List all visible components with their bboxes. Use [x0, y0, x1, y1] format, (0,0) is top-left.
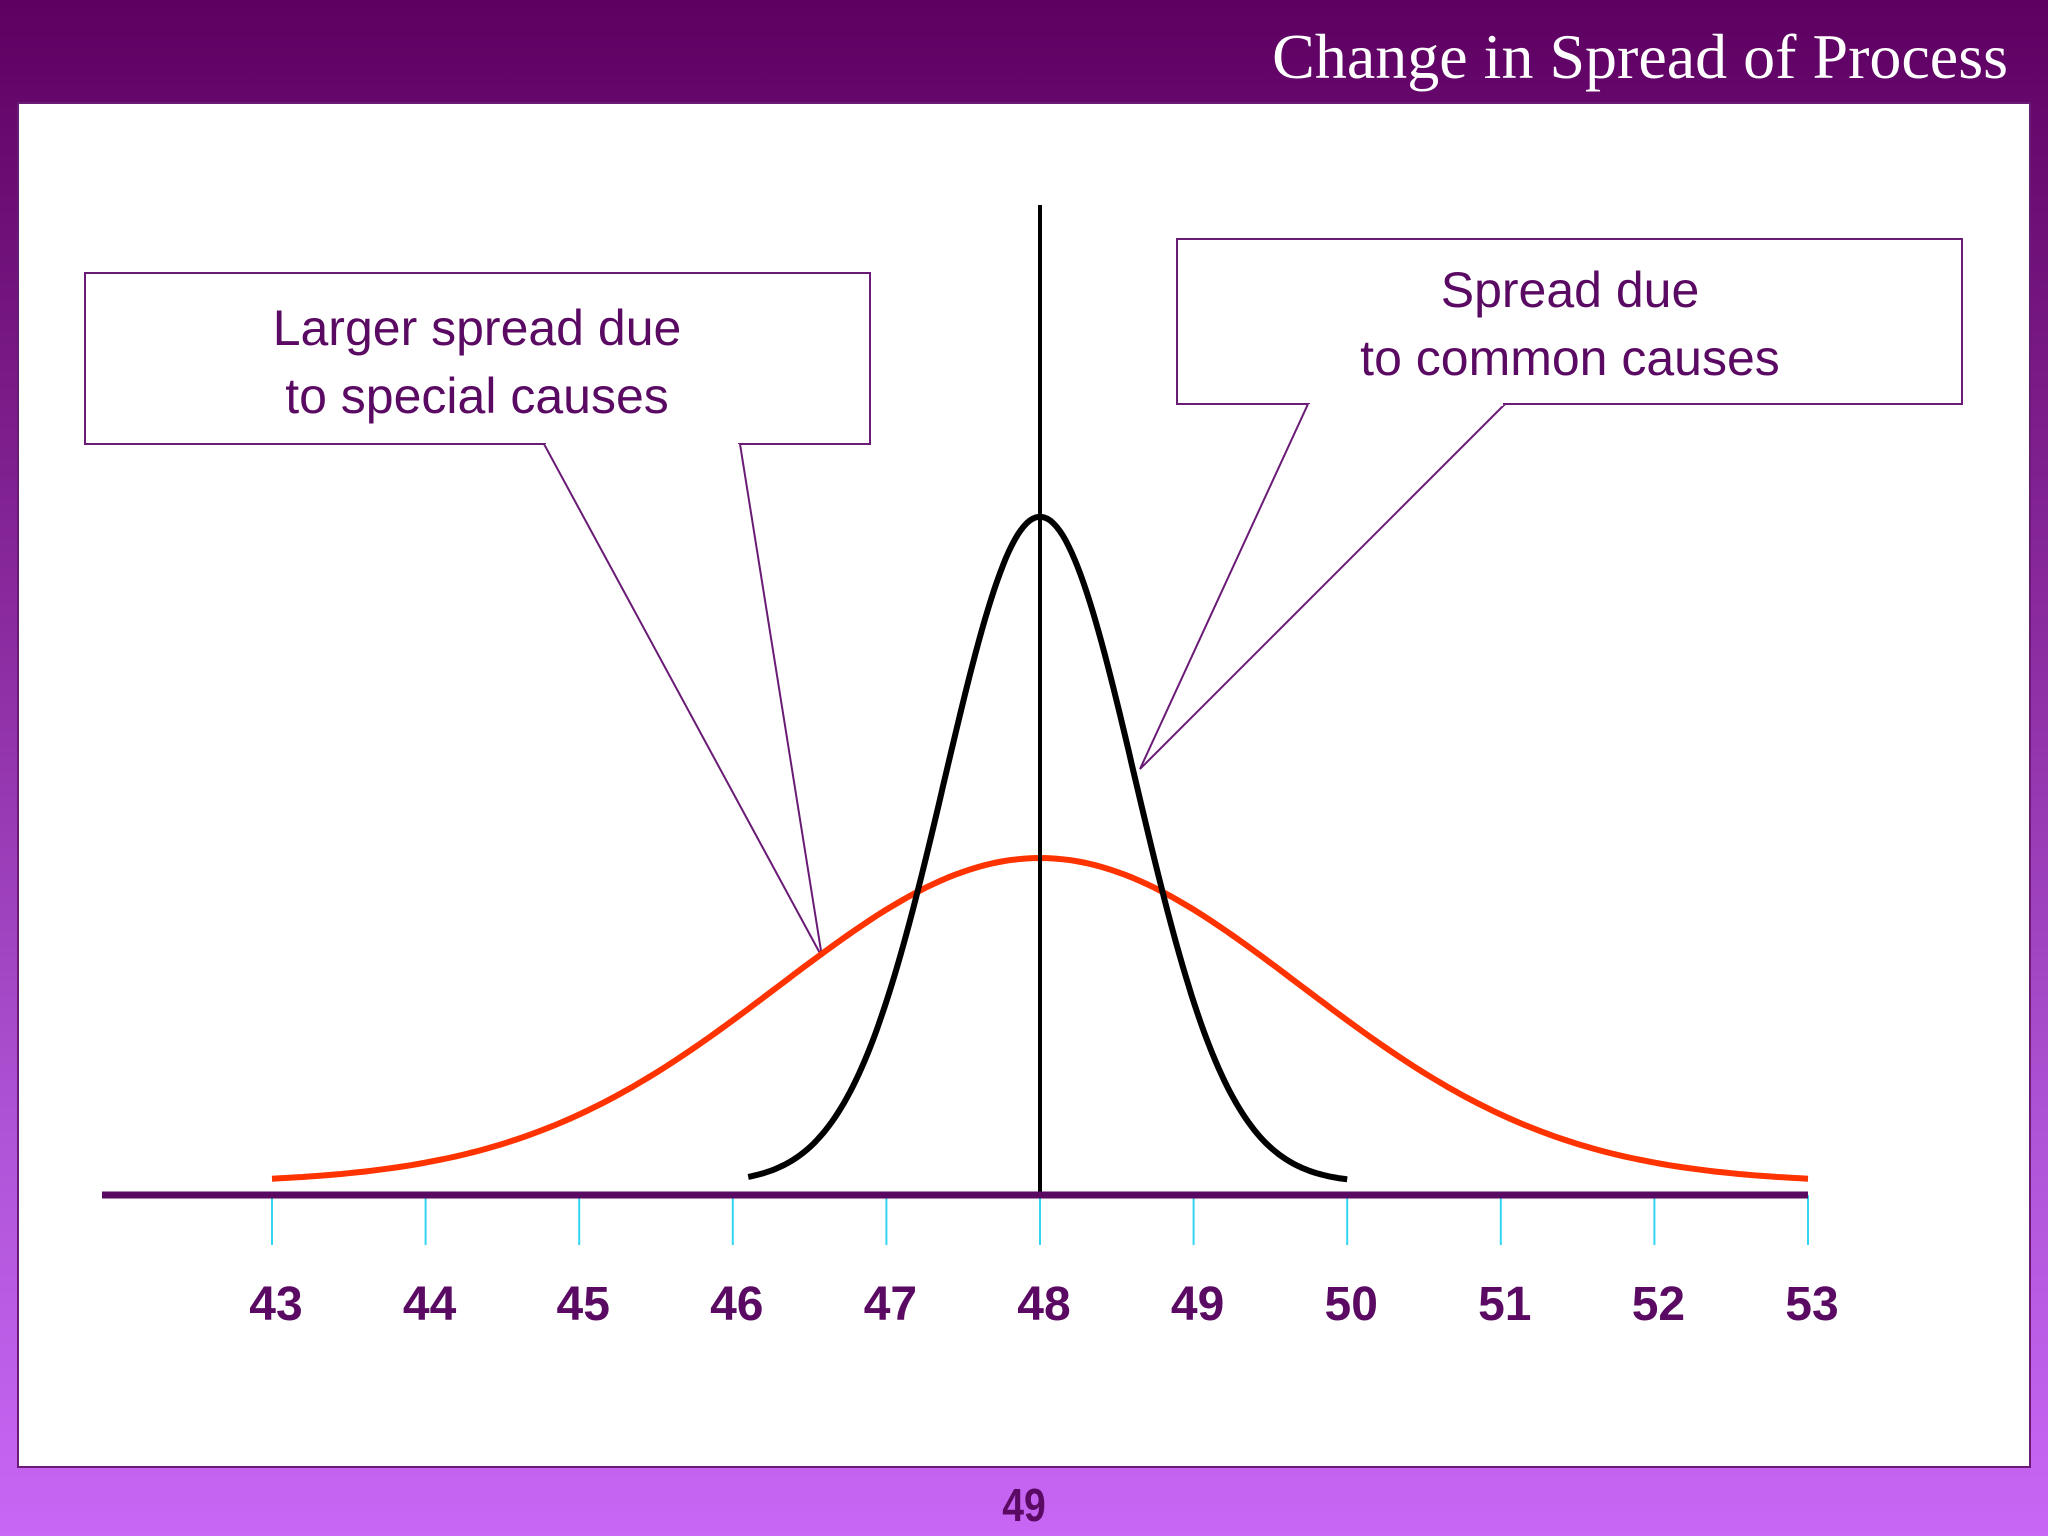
callout-special-box [84, 272, 871, 445]
x-tick-label: 53 [1785, 1278, 1838, 1331]
callout-common-line2: to common causes [1360, 330, 1780, 386]
callout-special-pointer [543, 443, 823, 958]
callout-common-pointer-gap [1310, 400, 1503, 406]
callout-common-pointer [1139, 403, 1506, 770]
callout-special-pointer-gap [546, 440, 738, 446]
callout-special-line2: to special causes [285, 368, 669, 424]
x-tick-label: 46 [710, 1278, 763, 1331]
x-tick-label: 44 [403, 1278, 457, 1331]
x-tick-label: 47 [864, 1278, 917, 1331]
page-number: 49 [1002, 1479, 1046, 1531]
callout-common-box [1176, 238, 1963, 405]
x-axis-ticks [271, 1195, 1809, 1245]
x-tick-label: 50 [1325, 1278, 1378, 1331]
x-axis-tick-labels: 43 44 45 46 47 48 49 50 51 52 53 [249, 1278, 1838, 1331]
x-tick-label: 52 [1632, 1278, 1685, 1331]
x-tick-label: 51 [1478, 1278, 1531, 1331]
callout-common-line1: Spread due [1441, 262, 1700, 318]
slide-title: Change in Spread of Process [1272, 21, 2008, 92]
x-tick-label: 49 [1171, 1278, 1224, 1331]
x-tick-label: 45 [557, 1278, 610, 1331]
narrow-spread-curve [747, 513, 1348, 1183]
x-tick-label: 43 [249, 1278, 302, 1331]
callout-common-causes: Spread due to common causes [1139, 238, 1963, 770]
x-tick-label: 48 [1017, 1278, 1070, 1331]
callout-special-line1: Larger spread due [273, 300, 682, 356]
callout-special-causes: Larger spread due to special causes [84, 272, 871, 958]
